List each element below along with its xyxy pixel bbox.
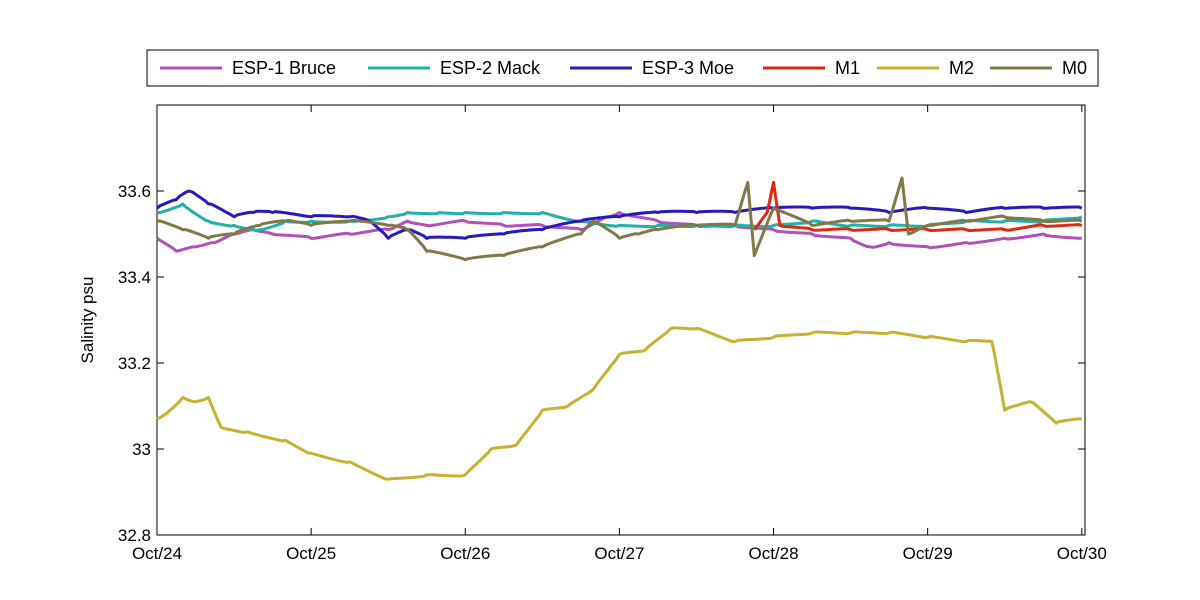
legend-label: M2 xyxy=(949,58,974,78)
series-lines xyxy=(156,176,1083,481)
y-tick-label: 33.6 xyxy=(118,182,151,201)
legend-items: ESP-1 Bruce ESP-2 Mack ESP-3 Moe M1 M2 M0 xyxy=(160,58,1087,78)
x-tick-label: Oct/29 xyxy=(903,544,953,563)
legend: ESP-1 Bruce ESP-2 Mack ESP-3 Moe M1 M2 M0 xyxy=(146,49,1099,87)
x-tick-label: Oct/28 xyxy=(748,544,798,563)
series-line-m2 xyxy=(156,326,1082,481)
series-line-m0 xyxy=(156,176,1083,262)
legend-label: M1 xyxy=(835,58,860,78)
y-tick-label: 32.8 xyxy=(118,526,151,545)
y-tick-label: 33.4 xyxy=(118,268,151,287)
x-tick-label: Oct/25 xyxy=(286,544,336,563)
x-tick-label: Oct/26 xyxy=(440,544,490,563)
series-line-esp-3-moe xyxy=(156,189,1083,240)
y-axis-label: Salinity psu xyxy=(78,277,97,364)
y-tick-label: 33.2 xyxy=(118,354,151,373)
x-tick-label: Oct/24 xyxy=(132,544,182,563)
legend-label: M0 xyxy=(1062,58,1087,78)
legend-label: ESP-3 Moe xyxy=(642,58,734,78)
legend-label: ESP-1 Bruce xyxy=(232,58,336,78)
x-tick-label: Oct/27 xyxy=(594,544,644,563)
plot-area: Oct/24 Oct/25 Oct/26 Oct/27 Oct/28 Oct/29 Oct/… xyxy=(118,104,1107,563)
x-axis-ticks: Oct/24 Oct/25 Oct/26 Oct/27 Oct/28 Oct/29 Oct/… xyxy=(132,105,1107,563)
legend-label: ESP-2 Mack xyxy=(440,58,541,78)
axes-box xyxy=(156,104,1086,536)
y-tick-label: 33 xyxy=(132,440,151,459)
y-axis-ticks: 32.8 33 33.2 33.4 33.6 xyxy=(118,182,1085,545)
x-tick-label: Oct/30 xyxy=(1057,544,1107,563)
